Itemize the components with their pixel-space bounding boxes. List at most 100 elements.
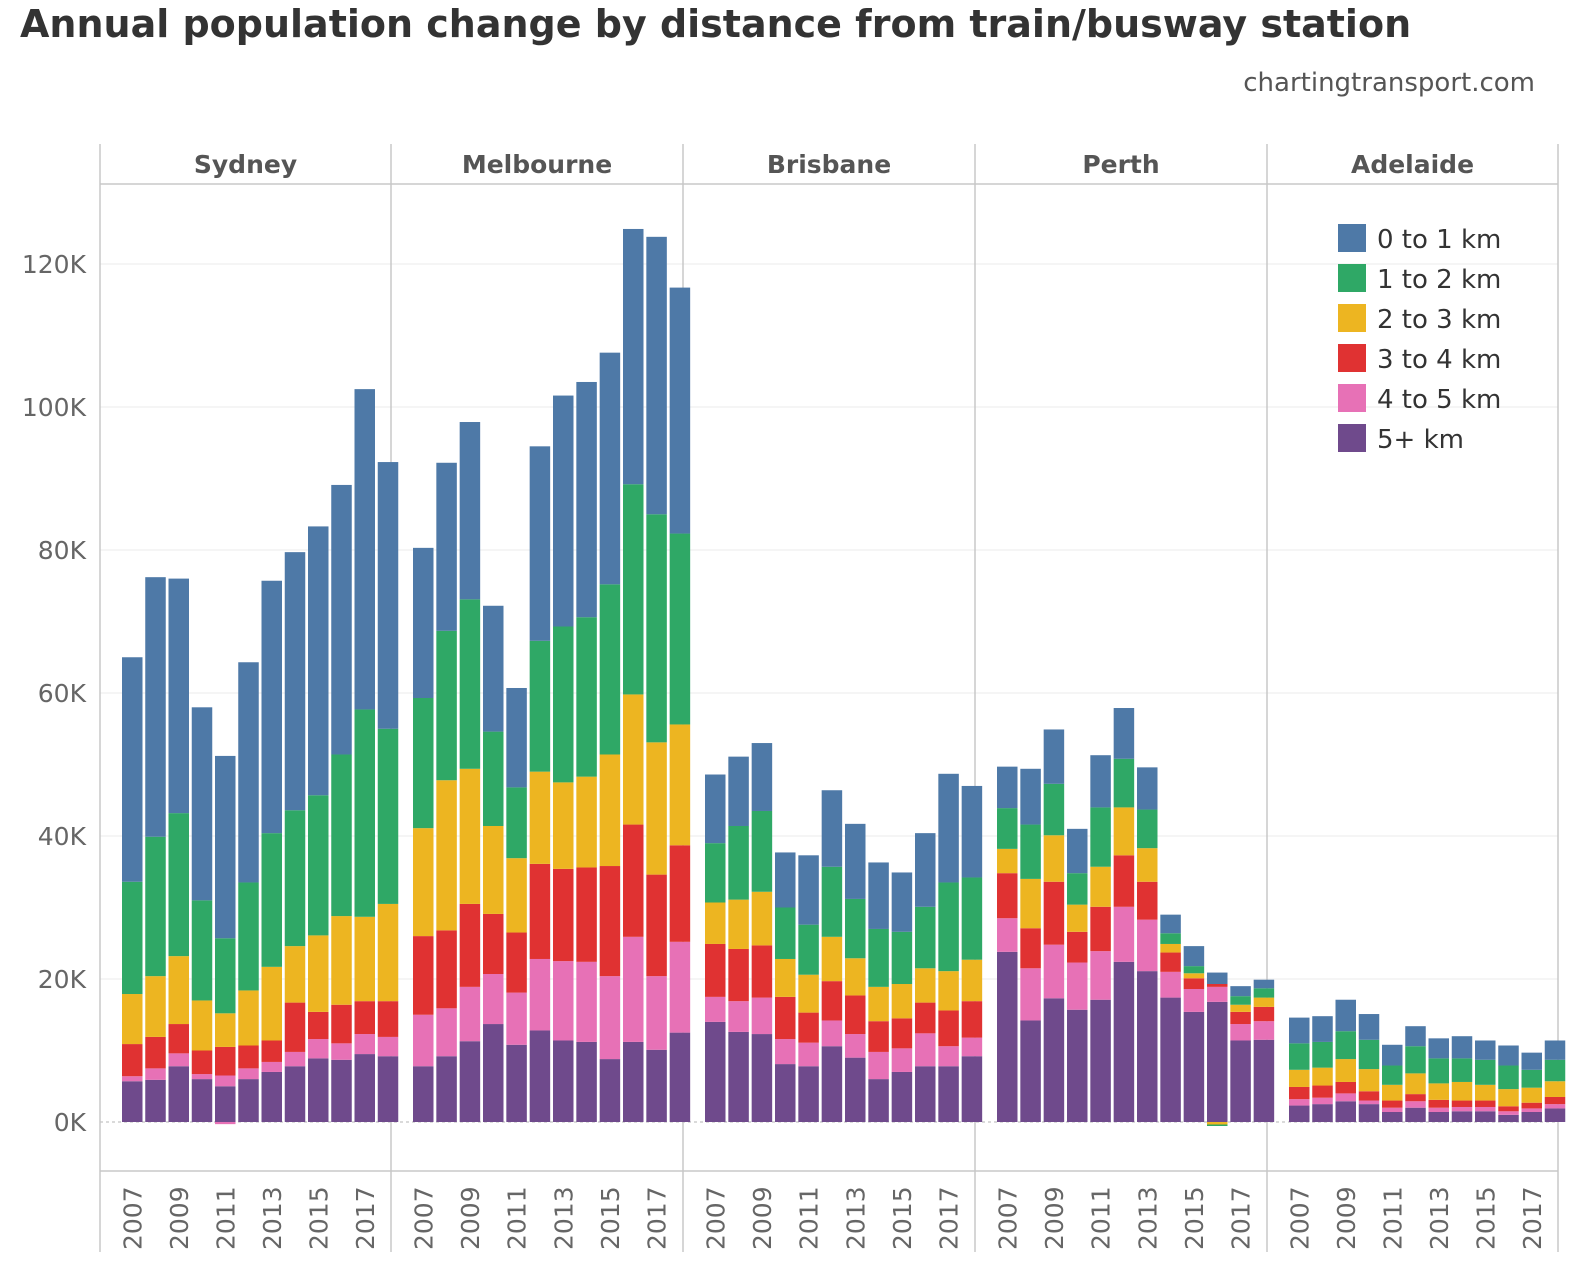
bar-adelaide-2015-seg1 xyxy=(1475,1059,1496,1085)
legend-swatch-1 xyxy=(1338,264,1366,292)
bar-melbourne-2013-seg3 xyxy=(553,868,574,962)
bar-brisbane-2012-seg2 xyxy=(821,936,843,982)
bar-perth-2015-seg4 xyxy=(1183,989,1205,1012)
legend-label-2: 2 to 3 km xyxy=(1377,305,1501,335)
bar-adelaide-2011-seg5 xyxy=(1382,1111,1403,1122)
bar-melbourne-2014-seg4 xyxy=(576,961,597,1042)
bar-brisbane-2013-seg0 xyxy=(845,823,866,899)
bar-perth-2009-seg0 xyxy=(1043,729,1065,784)
bar-adelaide-2015-seg0 xyxy=(1475,1040,1496,1060)
bar-brisbane-2009-seg0 xyxy=(751,743,773,811)
bar-brisbane-2016-seg5 xyxy=(915,1066,936,1122)
bar-perth-2009-seg2 xyxy=(1043,835,1065,882)
x-tick-label: 2013 xyxy=(1133,1186,1162,1250)
bar-adelaide-2016-seg5 xyxy=(1498,1114,1519,1122)
bar-sydney-2017-seg1 xyxy=(354,709,375,917)
bar-sydney-2015-seg3 xyxy=(308,1011,329,1040)
bar-adelaide-2018-seg2 xyxy=(1544,1081,1566,1097)
bar-brisbane-2010-seg0 xyxy=(775,852,796,908)
bar-perth-2010-seg5 xyxy=(1067,1009,1088,1122)
bar-brisbane-2013-seg1 xyxy=(845,898,866,959)
bar-brisbane-2017-seg0 xyxy=(938,773,959,883)
bar-melbourne-2015-seg3 xyxy=(599,866,621,977)
bar-brisbane-2017-seg5 xyxy=(938,1066,959,1122)
x-tick-label: 2007 xyxy=(1285,1186,1314,1250)
bar-brisbane-2017-seg4 xyxy=(938,1046,959,1067)
bar-perth-2017-seg1 xyxy=(1230,996,1251,1005)
bar-perth-2009-seg4 xyxy=(1043,944,1065,999)
bar-adelaide-2013-seg4 xyxy=(1428,1107,1449,1112)
bar-sydney-2008-seg2 xyxy=(145,976,166,1037)
bar-brisbane-2018-seg1 xyxy=(961,877,983,960)
bar-sydney-2007-seg0 xyxy=(122,657,143,882)
bar-melbourne-2016-seg0 xyxy=(623,228,644,485)
bar-adelaide-2007-seg1 xyxy=(1289,1043,1310,1070)
bar-brisbane-2018-seg2 xyxy=(961,959,983,1002)
bar-brisbane-2018-seg0 xyxy=(961,785,983,878)
bar-sydney-2016-seg3 xyxy=(331,1004,352,1044)
bar-sydney-2011-seg1 xyxy=(215,938,236,1014)
bar-sydney-2010-seg4 xyxy=(191,1074,213,1080)
bar-brisbane-2011-seg2 xyxy=(798,974,819,1013)
bar-adelaide-2016-seg1 xyxy=(1498,1065,1519,1090)
bar-perth-2007-seg4 xyxy=(997,918,1018,952)
bar-brisbane-2009-seg2 xyxy=(751,891,773,946)
bar-adelaide-2009-seg0 xyxy=(1335,999,1356,1032)
bar-melbourne-2011-seg3 xyxy=(506,932,527,993)
bar-sydney-2018-seg2 xyxy=(377,903,399,1002)
bar-melbourne-2012-seg2 xyxy=(529,771,551,864)
bar-brisbane-2014-seg3 xyxy=(868,1021,889,1052)
bar-sydney-2018-seg3 xyxy=(377,1001,399,1037)
bar-adelaide-2009-seg3 xyxy=(1335,1081,1356,1094)
bar-adelaide-2017-seg2 xyxy=(1521,1087,1542,1103)
bar-brisbane-2010-seg1 xyxy=(775,907,796,959)
bar-adelaide-2017-seg1 xyxy=(1521,1069,1542,1088)
x-tick-label: 2007 xyxy=(118,1186,147,1250)
negative-segment xyxy=(1207,1122,1228,1125)
bar-sydney-2009-seg2 xyxy=(168,956,189,1025)
bar-sydney-2016-seg4 xyxy=(331,1043,352,1060)
bar-perth-2011-seg2 xyxy=(1090,866,1111,907)
bar-adelaide-2011-seg4 xyxy=(1382,1107,1403,1112)
bar-perth-2014-seg0 xyxy=(1160,914,1181,934)
bar-adelaide-2018-seg3 xyxy=(1544,1096,1566,1105)
bar-perth-2007-seg5 xyxy=(997,951,1018,1122)
bar-sydney-2011-seg5 xyxy=(215,1086,236,1122)
bar-melbourne-2011-seg4 xyxy=(506,992,527,1045)
bar-sydney-2012-seg5 xyxy=(238,1079,259,1122)
bar-brisbane-2007-seg3 xyxy=(705,943,726,997)
bar-perth-2007-seg1 xyxy=(997,808,1018,849)
bar-sydney-2017-seg3 xyxy=(354,1001,375,1035)
x-tick-label: 2013 xyxy=(549,1186,578,1250)
bar-perth-2018-seg2 xyxy=(1253,997,1275,1007)
bar-adelaide-2007-seg0 xyxy=(1289,1017,1310,1044)
bar-sydney-2007-seg1 xyxy=(122,881,143,995)
bar-perth-2010-seg2 xyxy=(1067,904,1088,932)
x-tick-label: 2009 xyxy=(1040,1186,1069,1250)
bar-brisbane-2008-seg2 xyxy=(728,899,749,949)
bar-sydney-2009-seg4 xyxy=(168,1053,189,1067)
bar-perth-2011-seg5 xyxy=(1090,999,1111,1122)
bar-adelaide-2011-seg0 xyxy=(1382,1044,1403,1066)
x-tick-label: 2007 xyxy=(409,1186,438,1250)
bar-melbourne-2007-seg0 xyxy=(413,547,434,699)
bar-brisbane-2015-seg3 xyxy=(891,1018,913,1049)
x-tick-label: 2015 xyxy=(888,1186,917,1250)
bar-brisbane-2016-seg3 xyxy=(915,1002,936,1034)
bar-adelaide-2017-seg5 xyxy=(1521,1111,1542,1122)
bar-perth-2017-seg2 xyxy=(1230,1004,1251,1012)
bar-melbourne-2016-seg2 xyxy=(623,694,644,825)
bar-perth-2014-seg5 xyxy=(1160,997,1181,1122)
bar-melbourne-2017-seg3 xyxy=(646,874,667,977)
bar-adelaide-2014-seg0 xyxy=(1451,1036,1473,1059)
x-tick-label: 2013 xyxy=(258,1186,287,1250)
bar-perth-2009-seg3 xyxy=(1043,881,1065,945)
x-tick-label: 2017 xyxy=(1227,1186,1256,1250)
bar-sydney-2010-seg1 xyxy=(191,900,213,1001)
bar-sydney-2014-seg0 xyxy=(284,552,306,811)
bar-brisbane-2015-seg4 xyxy=(891,1048,913,1072)
bar-adelaide-2008-seg2 xyxy=(1312,1067,1333,1086)
bar-adelaide-2007-seg5 xyxy=(1289,1105,1310,1122)
bar-melbourne-2018-seg3 xyxy=(669,845,691,942)
bar-sydney-2012-seg3 xyxy=(238,1045,259,1069)
